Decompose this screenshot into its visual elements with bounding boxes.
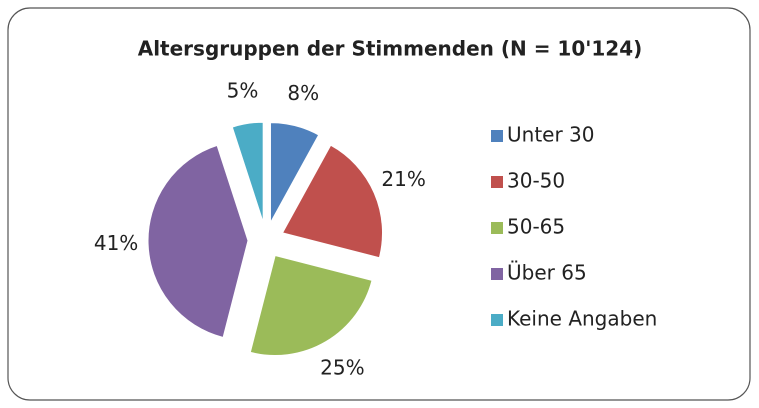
legend-swatch	[491, 130, 503, 142]
legend-label: 50-65	[507, 215, 565, 239]
legend-label: Keine Angaben	[507, 307, 657, 331]
data-label: 41%	[94, 231, 138, 255]
data-label: 25%	[320, 356, 364, 380]
pie-slice	[269, 122, 320, 223]
legend-label: 30-50	[507, 169, 565, 193]
legend-swatch	[491, 222, 503, 234]
data-label: 21%	[381, 167, 425, 191]
pie-slice	[249, 254, 373, 356]
pie-slice	[281, 144, 384, 259]
pie-slice	[231, 121, 264, 223]
chart-border	[7, 7, 751, 401]
pie-slice	[147, 144, 249, 339]
chart-title: Altersgruppen der Stimmenden (N = 10'124…	[138, 37, 643, 61]
data-label: 5%	[227, 78, 259, 102]
legend-swatch	[491, 176, 503, 188]
legend-swatch	[491, 314, 503, 326]
data-label: 8%	[287, 81, 319, 105]
legend-swatch	[491, 268, 503, 280]
legend-label: Über 65	[507, 261, 587, 285]
legend-label: Unter 30	[507, 123, 595, 147]
